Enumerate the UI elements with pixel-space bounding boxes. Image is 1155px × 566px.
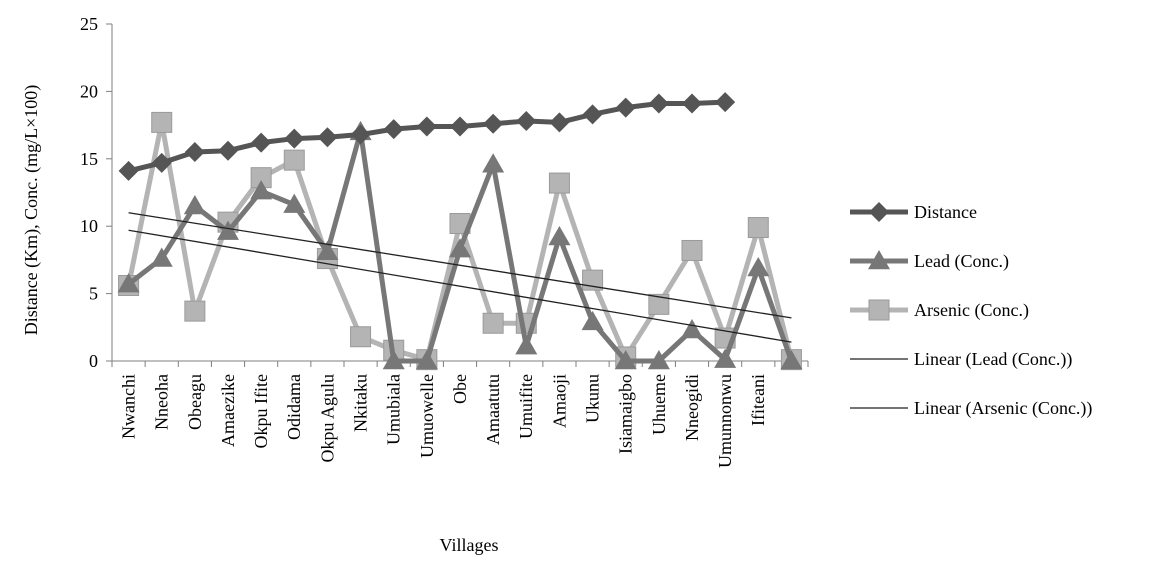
distance-point <box>383 119 404 140</box>
trendline-arsenic <box>128 212 792 319</box>
distance-point <box>715 92 736 113</box>
x-tick-label: Obeagu <box>185 374 205 430</box>
distance-point <box>118 160 139 181</box>
legend-label: Linear (Lead (Conc.)) <box>914 349 1072 370</box>
legend-marker-lead-conc <box>868 250 890 270</box>
distance-point <box>483 113 504 134</box>
x-tick-label: Obe <box>450 374 470 404</box>
legend: Distance Lead (Conc.) Arsenic (Conc.) Linea… <box>850 202 1092 419</box>
arsenic-conc-point <box>648 293 670 315</box>
x-tick-label: Umunnonwu <box>715 374 735 468</box>
x-tick-label: Nneogidi <box>682 374 702 441</box>
arsenic-conc-point <box>747 217 769 239</box>
x-tick-label: Amaezike <box>218 374 238 447</box>
lead-conc-point <box>681 318 703 339</box>
lead-conc-point <box>548 225 571 246</box>
trendline-lead <box>128 229 792 343</box>
x-tick-label: Ukunu <box>583 374 603 423</box>
lead-conc-point <box>614 350 637 370</box>
legend-label: Distance <box>914 202 977 222</box>
distance-point <box>450 116 470 137</box>
legend-label: Lead (Conc.) <box>914 251 1009 272</box>
x-tick-label: Odidama <box>284 374 304 440</box>
lead-conc-point <box>117 273 140 293</box>
lead-conc-point <box>449 238 471 258</box>
x-axis-title: Villages <box>440 535 499 555</box>
distance-point <box>549 112 570 133</box>
x-tick-label: Umuifite <box>516 374 536 439</box>
legend-label: Linear (Arsenic (Conc.)) <box>914 398 1092 419</box>
distance-point <box>350 124 371 145</box>
distance-line <box>127 99 726 174</box>
lead-conc-point <box>647 350 670 370</box>
legend-label: Arsenic (Conc.) <box>914 300 1029 321</box>
y-tick-label: 15 <box>80 149 98 169</box>
distance-point <box>582 104 603 125</box>
lead-conc-point <box>183 194 206 215</box>
lead-conc-point <box>780 350 803 370</box>
x-tick-label: Umuowelle <box>417 374 437 458</box>
legend-marker-distance <box>869 202 889 222</box>
arsenic-conc-point <box>184 300 206 322</box>
plot-area: 0 5 10 15 20 25 Nwanchi Nneoha Obeagu Amaezike Okp… <box>80 14 809 468</box>
arsenic-conc-point <box>681 239 703 261</box>
y-tick-label: 20 <box>80 81 98 101</box>
lead-conc-point <box>714 348 737 368</box>
x-tick-label: Isiamaigbo <box>616 374 636 454</box>
x-tick-label: Nneoha <box>152 374 172 430</box>
x-tick-label: Amaatutu <box>483 374 503 445</box>
y-axis-title: Distance (Km), Conc. (mg/L×100) <box>21 85 42 336</box>
lead-conc-point <box>415 350 438 370</box>
x-tick-label: Nwanchi <box>119 374 139 439</box>
lead-conc-point <box>515 335 538 355</box>
arsenic-conc-point <box>151 111 173 133</box>
distance-point <box>151 152 172 173</box>
distance-point <box>284 128 305 149</box>
lead-conc-point <box>316 240 339 261</box>
arsenic-conc-point <box>482 312 504 334</box>
distance-point <box>516 111 537 132</box>
arsenic-conc-point <box>350 326 372 348</box>
lead-conc-point <box>581 310 604 331</box>
x-tick-label: Ifiteani <box>748 374 768 426</box>
arsenic-conc-point <box>548 172 570 194</box>
y-tick-label: 5 <box>89 284 98 304</box>
arsenic-conc-point <box>283 149 305 171</box>
distance-point <box>218 140 238 161</box>
distance-point <box>317 127 338 148</box>
lead-conc-point <box>283 193 306 213</box>
legend-marker-arsenic-conc <box>868 299 890 321</box>
lead-conc-point <box>747 256 770 277</box>
lead-conc-point <box>217 220 239 240</box>
x-tick-label: Okpu Agulu <box>317 374 337 463</box>
y-tick-label: 25 <box>80 14 98 34</box>
distance-point <box>184 142 205 163</box>
distance-point <box>615 97 636 118</box>
distance-point <box>648 93 669 114</box>
x-tick-label: Okpu Ifite <box>251 374 271 448</box>
lead-conc-point <box>250 180 273 200</box>
y-tick-label: 0 <box>89 351 98 371</box>
x-tick-label: Nkitaku <box>351 374 371 432</box>
x-tick-label: Umubiala <box>384 374 404 445</box>
x-tick-label: Uhueme <box>649 374 669 435</box>
x-tick-label: Amaoji <box>549 374 569 428</box>
lead-conc-point <box>382 350 405 370</box>
distance-point <box>251 132 272 153</box>
y-tick-label: 10 <box>80 216 98 236</box>
distance-point <box>682 93 702 114</box>
lead-conc-point <box>482 153 505 173</box>
distance-point <box>416 116 437 137</box>
lead-conc-point <box>150 247 173 267</box>
